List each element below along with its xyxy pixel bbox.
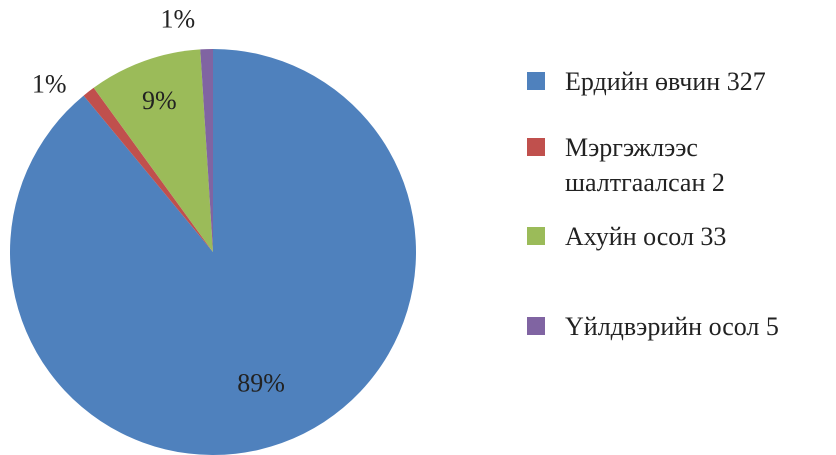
legend-swatch — [527, 227, 545, 245]
pie-slice — [10, 49, 416, 455]
data-label: 9% — [142, 86, 177, 115]
legend-label: Ердийн өвчин 327 — [565, 67, 766, 96]
legend-label: Мэргэжлээс шалтгаалсан 2 — [565, 133, 725, 197]
legend-entry: Мэргэжлээс шалтгаалсан 2 — [527, 130, 832, 200]
pie-slice — [93, 49, 213, 252]
chart: 89% 1% 9% 1% — [10, 5, 416, 455]
legend-swatch — [527, 72, 545, 90]
pie-slice — [83, 87, 213, 252]
legend-entry: Үйлдвэрийн осол 5 — [527, 309, 832, 344]
data-label: 1% — [32, 69, 67, 98]
pie-slice — [200, 49, 213, 252]
legend-swatch — [527, 317, 545, 335]
legend-label: Үйлдвэрийн осол 5 — [565, 312, 779, 341]
legend-swatch — [527, 138, 545, 156]
data-label: 1% — [161, 5, 196, 34]
legend-entry: Ахуйн осол 33 — [527, 219, 832, 254]
legend-entry: Ердийн өвчин 327 — [527, 64, 832, 99]
legend-label: Ахуйн осол 33 — [565, 222, 727, 251]
data-label: 89% — [237, 369, 285, 398]
